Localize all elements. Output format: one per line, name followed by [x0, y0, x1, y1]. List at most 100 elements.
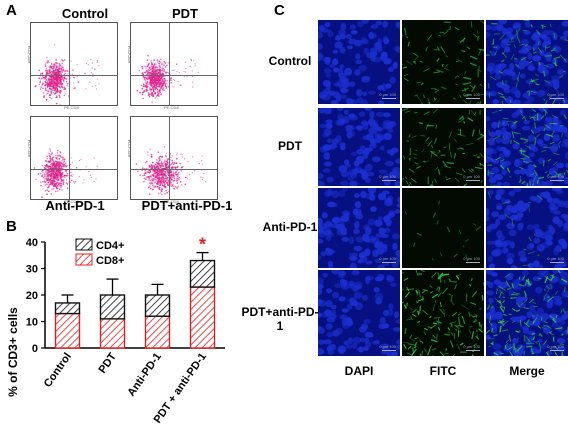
- column-label: Merge: [509, 364, 545, 378]
- scale-label: 0 μm 100: [463, 344, 480, 349]
- micrograph-texture: [402, 108, 484, 186]
- y-axis-label: % of CD3+ cells: [6, 307, 20, 397]
- micrograph-texture: [486, 108, 568, 186]
- legend: CD4+ CD8+: [75, 238, 124, 267]
- bar-cd4: [144, 294, 171, 317]
- bar-cd8: [54, 312, 81, 349]
- dapi-image: 0 μm 100: [318, 188, 400, 268]
- dapi-image: 0 μm 100: [318, 108, 400, 186]
- dapi-image: 0 μm 100: [318, 270, 400, 356]
- gate-horizontal: [31, 169, 117, 170]
- scale-bar: [382, 262, 396, 263]
- dapi-image: 0 μm 100: [318, 20, 400, 104]
- flow-dot-cloud: [33, 148, 98, 198]
- gate-vertical: [169, 23, 170, 105]
- bar-cd8: [189, 286, 216, 349]
- flow-x-axis-label: PE-CD8: [64, 199, 79, 204]
- fitc-image: 0 μm 100: [402, 188, 484, 268]
- scale-label: 0 μm 100: [547, 344, 564, 349]
- flow-dot-cloud: [136, 54, 199, 103]
- scale-label: 0 μm 100: [379, 344, 396, 349]
- scale-bar: [382, 98, 396, 99]
- scale-bar: [550, 350, 564, 351]
- row-label: Anti-PD-1: [262, 220, 318, 234]
- bar-cd4: [189, 259, 216, 288]
- panel-a-letter: A: [6, 2, 17, 19]
- scale-bar: [382, 180, 396, 181]
- row-label: PDT+anti-PD-1: [241, 305, 319, 333]
- y-tick-label: 30: [26, 264, 38, 276]
- legend-swatch-cd4: [75, 238, 93, 251]
- gate-vertical: [69, 23, 70, 105]
- flow-dot-cloud: [34, 44, 100, 105]
- scale-bar: [382, 350, 396, 351]
- scale-label: 0 μm 100: [547, 256, 564, 261]
- micrograph-texture: [402, 20, 484, 104]
- scale-bar: [550, 180, 564, 181]
- flow-x-axis-label: PE-CD8: [64, 105, 79, 110]
- x-tick-label: Control: [42, 351, 74, 390]
- flow-x-axis-label: PE-CD8: [164, 105, 179, 110]
- x-tick-label: Anti-PD-1: [125, 351, 164, 399]
- flow-plot: [130, 22, 218, 106]
- gate-horizontal: [31, 75, 117, 76]
- micrograph-texture: [402, 270, 484, 356]
- x-tick-label: PDT: [97, 351, 120, 376]
- fitc-image: 0 μm 100: [402, 108, 484, 186]
- panel-b-letter: B: [6, 218, 17, 235]
- scale-bar: [550, 98, 564, 99]
- merge-image: 0 μm 100: [486, 20, 568, 104]
- gate-vertical: [69, 117, 70, 199]
- gate-horizontal: [131, 169, 217, 170]
- legend-label-cd4: CD4+: [96, 240, 124, 252]
- column-label: DAPI: [344, 364, 374, 378]
- flow-y-axis-label: APC-CD4: [26, 139, 32, 158]
- scale-label: 0 μm 100: [463, 256, 480, 261]
- y-tick-label: 10: [26, 317, 38, 329]
- legend-label-cd8: CD8+: [96, 255, 124, 267]
- scale-label: 0 μm 100: [379, 92, 396, 97]
- flow-plot: [30, 22, 118, 106]
- flow-dot-cloud: [135, 146, 207, 196]
- flow-plot: [130, 116, 218, 200]
- micrograph-texture: [318, 108, 400, 186]
- merge-image: 0 μm 100: [486, 270, 568, 356]
- scale-label: 0 μm 100: [463, 174, 480, 179]
- micrograph-texture: [486, 188, 568, 268]
- y-tick-label: 0: [32, 343, 38, 355]
- fitc-image: 0 μm 100: [402, 270, 484, 356]
- flow-title-pdt-anti-pd1: PDT+anti-PD-1: [141, 198, 233, 213]
- micrograph-texture: [318, 188, 400, 268]
- scale-label: 0 μm 100: [379, 256, 396, 261]
- flow-y-axis-label: APC-CD4: [26, 45, 32, 64]
- bar-cd4: [54, 302, 81, 315]
- flow-x-axis-label: PE-CD8: [164, 199, 179, 204]
- bar-cd8: [99, 318, 126, 349]
- flow-title-pdt: PDT: [172, 6, 198, 21]
- micrograph-texture: [486, 20, 568, 104]
- row-label: PDT: [278, 139, 302, 153]
- flow-title-anti-pd1: Anti-PD-1: [45, 198, 105, 213]
- bar-cd4: [99, 294, 126, 320]
- scale-bar: [466, 350, 480, 351]
- scale-label: 0 μm 100: [379, 174, 396, 179]
- gate-horizontal: [131, 75, 217, 76]
- scale-label: 0 μm 100: [547, 92, 564, 97]
- merge-image: 0 μm 100: [486, 108, 568, 186]
- fitc-image: 0 μm 100: [402, 20, 484, 104]
- flow-y-axis-label: APC-CD4: [126, 45, 132, 64]
- micrograph-texture: [318, 270, 400, 356]
- scale-label: 0 μm 100: [463, 92, 480, 97]
- scale-bar: [466, 180, 480, 181]
- scale-label: 0 μm 100: [547, 174, 564, 179]
- significance-star: *: [199, 235, 206, 255]
- gate-vertical: [169, 117, 170, 199]
- bar-cd8: [144, 315, 171, 349]
- micrograph-texture: [318, 20, 400, 104]
- scale-bar: [466, 262, 480, 263]
- flow-plot: [30, 116, 118, 200]
- y-tick-label: 40: [26, 237, 38, 249]
- legend-swatch-cd8: [75, 253, 93, 266]
- scale-bar: [466, 98, 480, 99]
